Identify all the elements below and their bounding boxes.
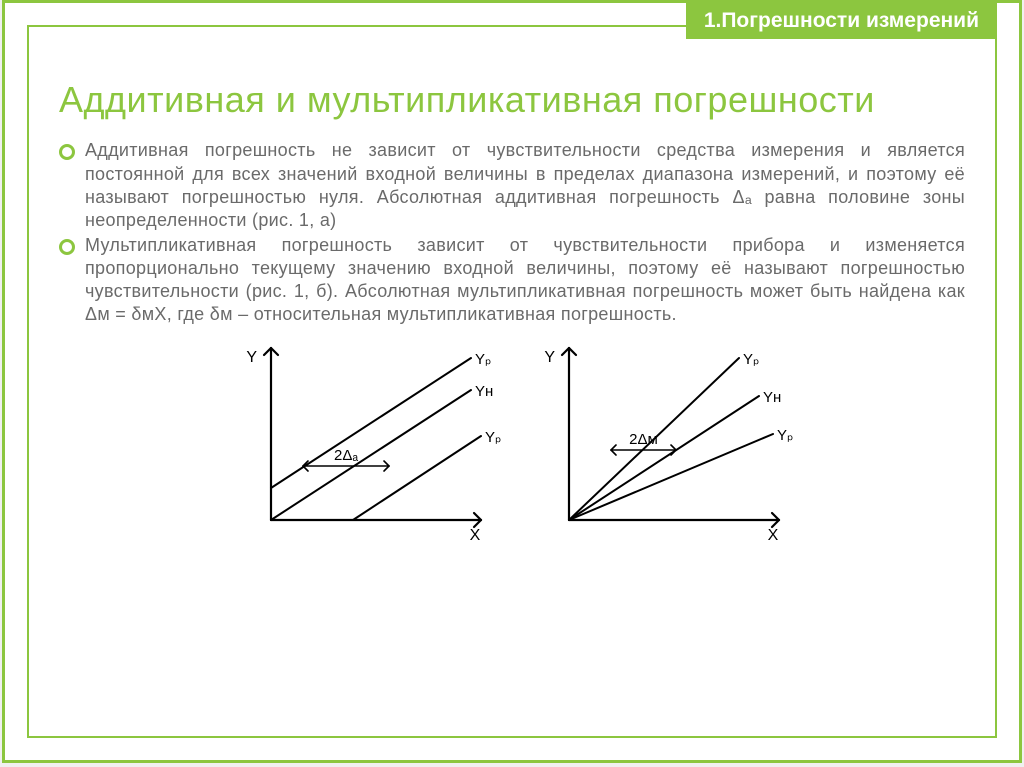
- svg-text:X: X: [470, 527, 481, 544]
- bullet-item: Аддитивная погрешность не зависит от чув…: [59, 139, 965, 231]
- additive-error-chart: Y X Yₚ Yн Yₚ 2Δₐ: [223, 338, 503, 558]
- svg-text:Y: Y: [544, 349, 555, 366]
- bullet-item: Мультипликативная погрешность зависит от…: [59, 234, 965, 326]
- svg-text:Yн: Yн: [763, 389, 781, 406]
- bullet-list: Аддитивная погрешность не зависит от чув…: [59, 139, 965, 325]
- section-tag: 1.Погрешности измерений: [686, 3, 997, 39]
- slide-title: Аддитивная и мультипликативная погрешнос…: [59, 79, 965, 121]
- svg-text:Yₚ: Yₚ: [475, 351, 491, 368]
- svg-text:Y: Y: [246, 349, 257, 366]
- svg-text:2Δₐ: 2Δₐ: [334, 447, 358, 464]
- svg-text:Yн: Yн: [475, 383, 493, 400]
- slide-frame: 1.Погрешности измерений Аддитивная и мул…: [2, 0, 1022, 763]
- svg-text:Yₚ: Yₚ: [743, 351, 759, 368]
- diagram-row: Y X Yₚ Yн Yₚ 2Δₐ Y X Yₚ Yн Yₚ 2Δм: [59, 338, 965, 558]
- svg-text:Yₚ: Yₚ: [777, 427, 793, 444]
- slide-content: Аддитивная и мультипликативная погрешнос…: [27, 25, 997, 738]
- svg-text:X: X: [768, 527, 779, 544]
- svg-text:Yₚ: Yₚ: [485, 429, 501, 446]
- multiplicative-error-chart: Y X Yₚ Yн Yₚ 2Δм: [521, 338, 801, 558]
- svg-text:2Δм: 2Δм: [629, 431, 658, 448]
